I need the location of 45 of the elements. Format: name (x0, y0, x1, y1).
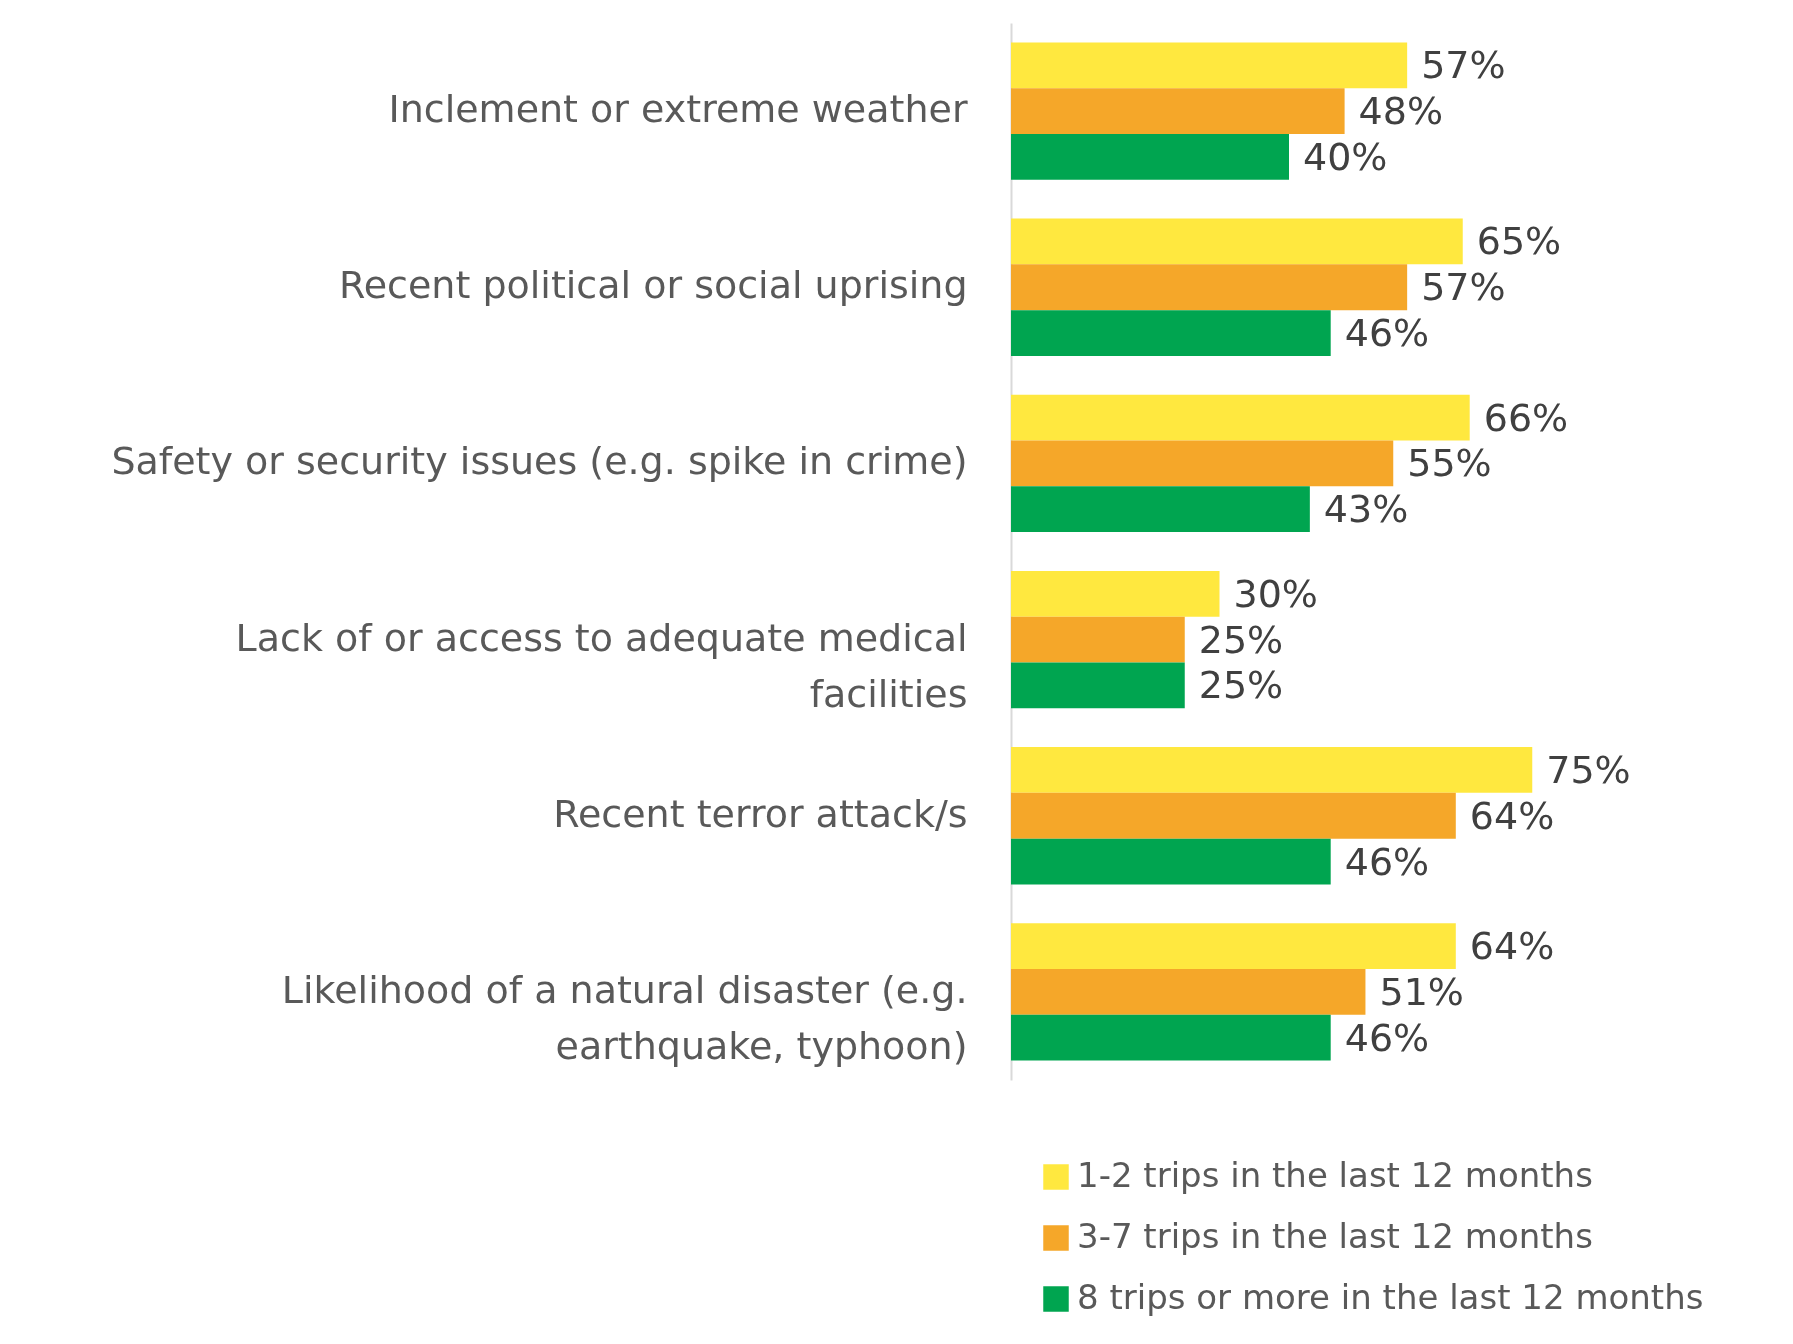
data-label: 51% (1379, 969, 1464, 1014)
data-label: 43% (1323, 487, 1409, 532)
data-label: 25% (1198, 617, 1284, 662)
bar (1011, 662, 1185, 709)
y-tick-label: Inclement or extreme weather (388, 87, 968, 132)
bar (1011, 310, 1331, 356)
bar (1011, 1014, 1331, 1061)
data-label: 46% (1344, 1015, 1430, 1060)
legend-label: 3-7 trips in the last 12 months (1077, 1216, 1593, 1256)
bar (1011, 616, 1185, 663)
bar (1011, 88, 1345, 134)
bar (1011, 440, 1394, 487)
legend-label: 1-2 trips in the last 12 months (1077, 1155, 1593, 1195)
data-label: 57% (1421, 265, 1506, 310)
data-label: 46% (1344, 839, 1430, 884)
legend-label: 8 trips or more in the last 12 months (1077, 1277, 1704, 1317)
bar (1011, 747, 1533, 793)
data-label: 46% (1344, 311, 1430, 356)
bar (1011, 923, 1456, 970)
bar (1011, 218, 1463, 265)
bar (1011, 133, 1289, 180)
data-label: 55% (1407, 441, 1492, 486)
bar (1011, 792, 1456, 839)
data-label: 30% (1233, 571, 1318, 616)
data-label: 64% (1469, 924, 1555, 969)
data-label: 40% (1303, 134, 1388, 179)
y-tick-label: Likelihood of a natural disaster (e.g. earthquake, typhoon) (281, 967, 968, 1068)
bar (1011, 486, 1310, 533)
data-label: 66% (1483, 395, 1569, 440)
bar (1011, 969, 1366, 1015)
data-label: 25% (1198, 663, 1284, 708)
y-tick-label: Lack of or access to adequate medical facilities (235, 615, 968, 716)
y-tick-label: Recent political or social uprising (339, 263, 968, 308)
data-label: 65% (1476, 219, 1562, 264)
bar (1011, 42, 1408, 89)
bar (1011, 394, 1470, 441)
data-label: 75% (1546, 747, 1631, 792)
data-label: 64% (1469, 793, 1555, 838)
y-tick-label: Recent terror attack/s (553, 791, 968, 836)
bar (1011, 570, 1220, 617)
bar (1011, 838, 1331, 885)
data-label: 57% (1421, 43, 1506, 88)
bar (1011, 264, 1408, 311)
y-tick-label: Safety or security issues (e.g. spike in crime) (111, 439, 968, 484)
data-label: 48% (1358, 89, 1444, 134)
